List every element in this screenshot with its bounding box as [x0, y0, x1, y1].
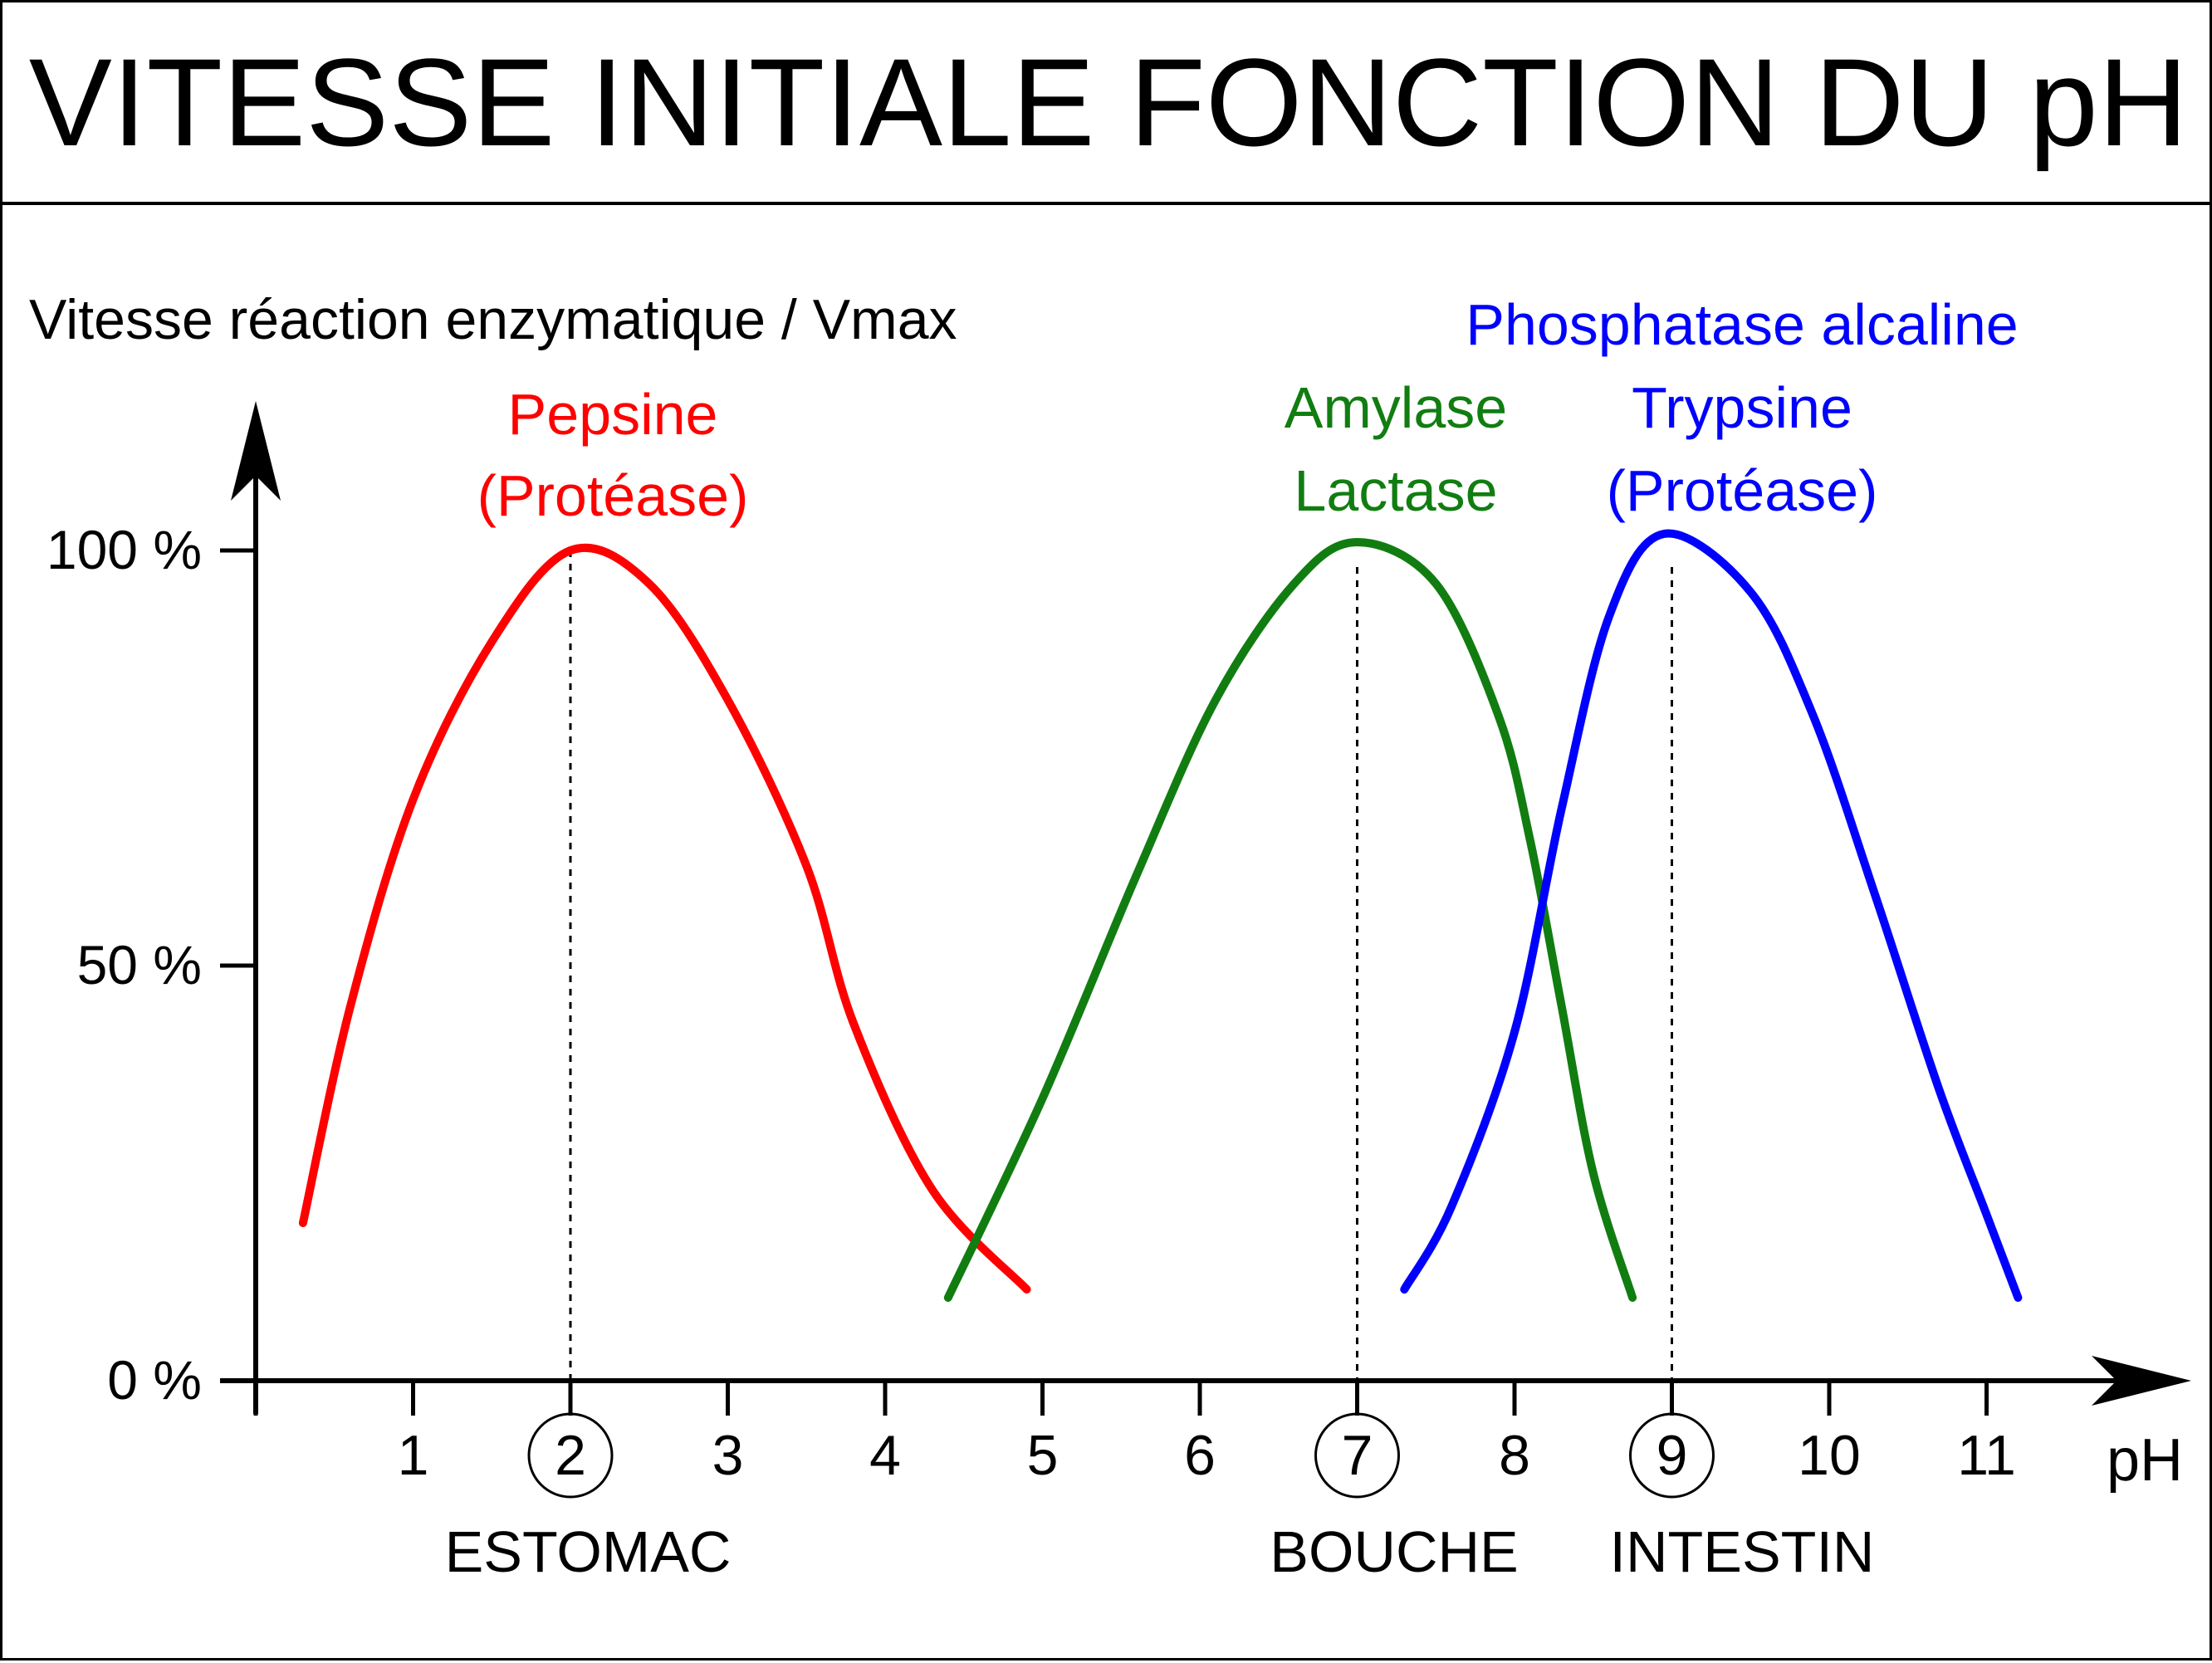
- y-tick-label-0: 0 %: [107, 1349, 202, 1411]
- x-tick-label-2: 2: [555, 1424, 586, 1487]
- annotation-estomac: ESTOMAC: [445, 1519, 732, 1584]
- x-tick-label-3: 3: [712, 1424, 744, 1487]
- series-label-amylase: Amylase: [1285, 375, 1507, 440]
- curve-amylase: [943, 538, 1637, 1302]
- optimum-circle-2: [527, 1412, 614, 1499]
- x-axis-label: pH: [2107, 1427, 2183, 1494]
- x-tick-label-9: 9: [1657, 1424, 1688, 1487]
- series-label-phosphatase-alcaline: Phosphatase alcaline: [1466, 292, 2018, 357]
- optimum-lines: [569, 550, 1673, 1381]
- annotation-intestin: INTESTIN: [1610, 1519, 1875, 1584]
- x-tick-label-7: 7: [1342, 1424, 1373, 1487]
- y-tick-label-50: 50 %: [77, 934, 202, 995]
- optimum-circle-7: [1314, 1412, 1400, 1499]
- x-tick-label-11: 11: [1957, 1424, 2016, 1487]
- x-tick-label-5: 5: [1027, 1424, 1059, 1487]
- x-ticks: 1 2 3 4 5 6 7 8 9 10 11: [253, 1381, 2016, 1499]
- y-axis-label: Vitesse réaction enzymatique / Vmax: [29, 288, 957, 351]
- x-tick-label-1: 1: [398, 1424, 429, 1487]
- series-label-prot-ase: (Protéase): [477, 463, 749, 528]
- x-axis-arrowhead: [2092, 1356, 2191, 1406]
- series-label-pepsine: Pepsine: [508, 382, 718, 447]
- series-labels: Pepsine (Protéase) Amylase Lactase Phosphata…: [477, 292, 2019, 528]
- curves: [298, 529, 2023, 1302]
- series-label-lactase: Lactase: [1294, 458, 1497, 523]
- y-axis-arrowhead: [231, 401, 281, 501]
- chart-title: VITESSE INITIALE FONCTION DU pH: [29, 32, 2188, 172]
- series-label-prot-ase: (Protéase): [1607, 458, 1878, 523]
- x-tick-label-4: 4: [869, 1424, 901, 1487]
- y-ticks: 0 % 50 % 100 %: [46, 519, 256, 1411]
- optimum-circle-9: [1629, 1412, 1715, 1499]
- organ-annotations: ESTOMAC BOUCHE INTESTIN: [445, 1519, 1875, 1584]
- x-tick-label-8: 8: [1499, 1424, 1530, 1487]
- y-tick-label-100: 100 %: [46, 519, 202, 580]
- x-tick-label-10: 10: [1798, 1424, 1861, 1487]
- x-tick-label-6: 6: [1184, 1424, 1216, 1487]
- curve-trypsine: [1400, 529, 2023, 1302]
- curve-pepsine: [298, 543, 1031, 1294]
- series-label-trypsine: Trypsine: [1632, 375, 1852, 440]
- annotation-bouche: BOUCHE: [1270, 1519, 1518, 1584]
